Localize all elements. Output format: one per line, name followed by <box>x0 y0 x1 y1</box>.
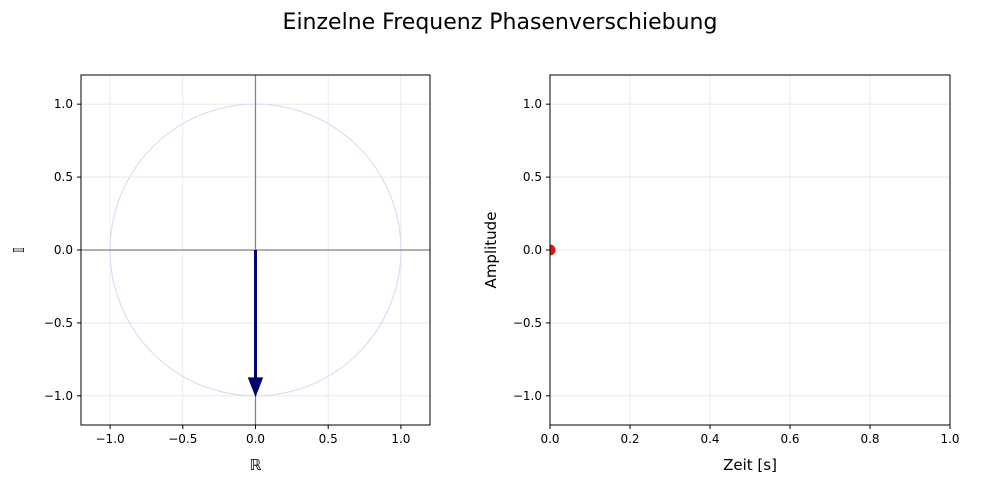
y-tick-label: 1.0 <box>523 97 542 111</box>
phasor-arrowhead <box>247 377 264 398</box>
phasor-panel: −1.0 −0.5 0.0 0.5 1.0 −1.0 −0.5 0.0 0.5 1.0 ℝ 𝕀 <box>10 74 431 474</box>
y-tick-label: 0.5 <box>54 170 73 184</box>
y-tick-label: −1.0 <box>44 389 73 403</box>
figure-title: Einzelne Frequenz Phasenverschiebung <box>283 10 718 35</box>
x-axis-label: Zeit [s] <box>723 456 777 474</box>
x-tick-label: 1.0 <box>391 432 410 446</box>
x-tick-label: 0.0 <box>540 432 559 446</box>
x-tick-label: 1.0 <box>940 432 959 446</box>
y-axis-label: 𝕀 <box>10 247 28 253</box>
x-tick-label: 0.0 <box>246 432 265 446</box>
x-tick-label: −0.5 <box>168 432 197 446</box>
x-tick-label: 0.4 <box>700 432 719 446</box>
y-tick-label: 0.0 <box>54 243 73 257</box>
y-tick-label: 1.0 <box>54 97 73 111</box>
y-tick-label: −0.5 <box>44 316 73 330</box>
x-tick-label: 0.5 <box>319 432 338 446</box>
x-tick-label: 0.2 <box>620 432 639 446</box>
y-tick-label: 0.0 <box>523 243 542 257</box>
signal-point <box>550 244 556 256</box>
y-tick-label: 0.5 <box>523 170 542 184</box>
x-axis-label: ℝ <box>250 456 262 474</box>
x-tick-label: −1.0 <box>96 432 125 446</box>
x-tick-label: 0.6 <box>780 432 799 446</box>
time-panel: 0.0 0.2 0.4 0.6 0.8 1.0 −1.0 −0.5 0.0 0.5 1.0 Zeit … <box>482 74 960 474</box>
y-tick-label: −1.0 <box>513 389 542 403</box>
x-tick-label: 0.8 <box>860 432 879 446</box>
y-axis-label: Amplitude <box>482 212 500 289</box>
y-tick-label: −0.5 <box>513 316 542 330</box>
